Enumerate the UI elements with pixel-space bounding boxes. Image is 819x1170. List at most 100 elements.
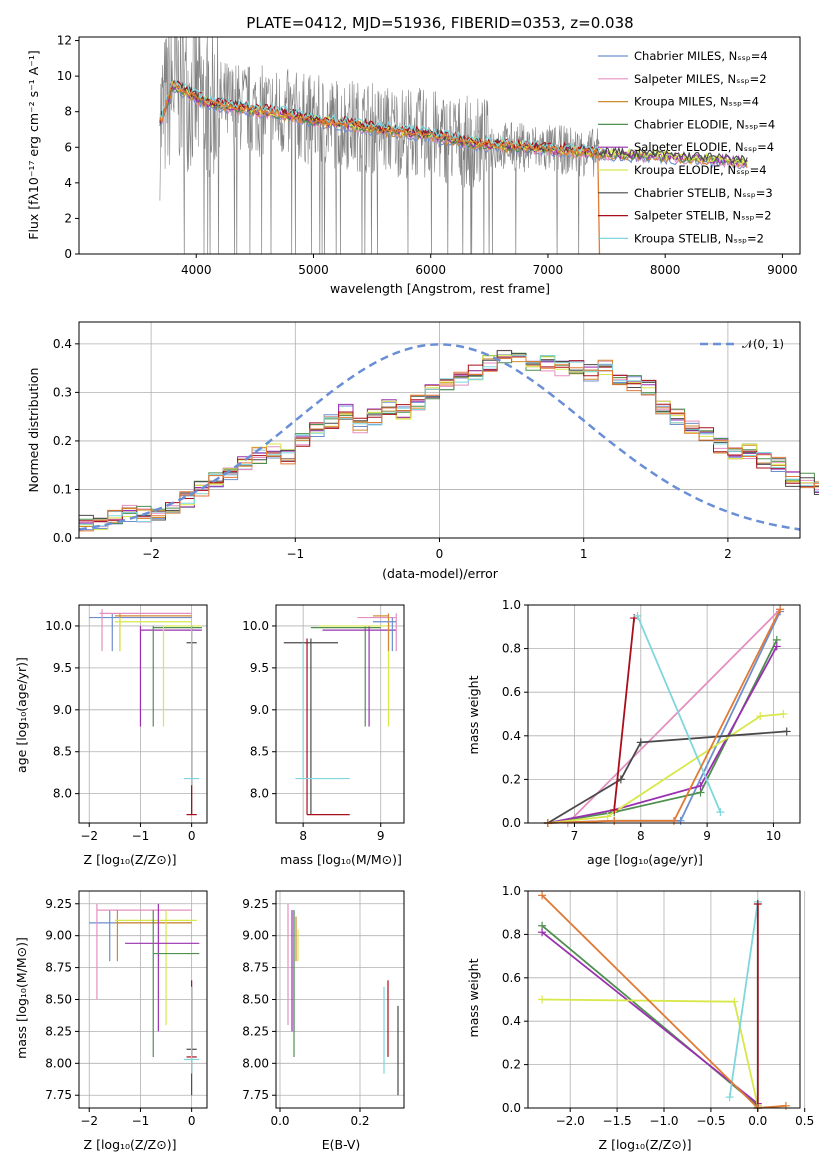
legend-label: Chabrier ELODIE, Nₛₛₚ=4 bbox=[634, 117, 775, 131]
massweight-vs-Z-ytick-label: 0.8 bbox=[502, 927, 521, 941]
massweight-vs-age-grid bbox=[528, 604, 800, 824]
residuals-xtick-label: 2 bbox=[724, 547, 732, 561]
mass-vs-EBV-ytick-label: 8.25 bbox=[242, 1024, 269, 1038]
spectrum-model-orange bbox=[159, 82, 601, 254]
massweight-vs-age-point-marker bbox=[716, 808, 725, 817]
mass-vs-EBV-grid bbox=[276, 891, 404, 1108]
massweight-vs-age-xtick-label: 10 bbox=[766, 829, 781, 843]
mass-vs-EBV-ytick-label: 8.00 bbox=[242, 1056, 269, 1070]
massweight-vs-Z-point-marker bbox=[538, 891, 547, 900]
age-vs-Z-xtick-label: 0 bbox=[188, 829, 196, 843]
residuals-ytick-label: 0.4 bbox=[53, 337, 72, 351]
age-vs-mass-ytick-label: 9.5 bbox=[250, 661, 269, 675]
massweight-vs-Z-xtick-label: −1.0 bbox=[649, 1114, 678, 1128]
legend-label: Salpeter MILES, Nₛₛₚ=2 bbox=[634, 72, 767, 86]
age-vs-Z-ytick-label: 9.5 bbox=[53, 661, 72, 675]
massweight-vs-age-frame bbox=[527, 604, 801, 824]
massweight-vs-age-series-line bbox=[547, 730, 787, 824]
age-vs-mass-panel: 8 9 8.0 8.5 9.0 9.5 10.0 bbox=[242, 604, 405, 843]
spectrum-ytick-label: 6 bbox=[64, 140, 72, 154]
spectrum-model-lines bbox=[159, 79, 748, 254]
massweight-vs-age-point-marker bbox=[633, 611, 642, 620]
spectrum-model-kroupa-miles bbox=[159, 81, 748, 168]
ebv-xlabel: E(B-V) bbox=[322, 1137, 361, 1152]
residuals-panel: −2 −1 0 1 2 0.0 0.1 0.2 0.3 0.4 (data-model)/erro… bbox=[26, 321, 819, 581]
massweight-vs-Z-point-marker bbox=[538, 995, 547, 1004]
massZ-xlabel: Z [log₁₀(Z/Z⊙)] bbox=[84, 1137, 177, 1152]
massweight-vs-age-point-marker bbox=[779, 710, 788, 718]
spectrum-ylabel: Flux [fλ10⁻¹⁷ erg cm⁻² s⁻¹ A⁻¹] bbox=[26, 50, 41, 239]
massweight-vs-age-xtick-label: 9 bbox=[703, 829, 711, 843]
residuals-ytick-label: 0.0 bbox=[53, 531, 72, 545]
massweight-vs-age-series-line bbox=[636, 615, 722, 813]
spectrum-axes-frame bbox=[78, 36, 801, 255]
age-vs-mass-ytick-label: 10.0 bbox=[242, 619, 269, 633]
massweight-vs-age-ytick-label: 1.0 bbox=[502, 598, 521, 612]
massweight-vs-age-ytick-label: 0.4 bbox=[502, 729, 521, 743]
massweight-vs-Z-xtick-label: 0.5 bbox=[795, 1114, 814, 1128]
massweight-vs-age-xtick-label: 7 bbox=[571, 829, 579, 843]
massweight-vs-age-point-marker bbox=[669, 816, 678, 825]
age-vs-mass-xtick-label: 8 bbox=[299, 829, 307, 843]
age-vs-Z-panel: −2 −1 0 8.0 8.5 9.0 9.5 10.0 bbox=[45, 604, 208, 843]
age-vs-mass-frame bbox=[275, 604, 405, 824]
mass-vs-Z-grid bbox=[79, 891, 207, 1108]
massweight-vs-Z-point-marker bbox=[781, 1101, 790, 1110]
massweight-vs-Z-xtick-label: −1.5 bbox=[603, 1114, 632, 1128]
age-vs-Z-xtick-label: −1 bbox=[132, 829, 150, 843]
age-vs-Z-xtick-label: −2 bbox=[80, 829, 98, 843]
massweight-vs-Z-ytick-label: 0.4 bbox=[502, 1014, 521, 1028]
massweight-vs-Z-point-marker bbox=[725, 1093, 734, 1102]
massweight-vs-Z-xtick-label: 0.0 bbox=[748, 1114, 767, 1128]
mass-vs-Z-ytick-label: 9.25 bbox=[45, 897, 72, 911]
spectrum-model-salpeter-stelib bbox=[159, 80, 600, 156]
massweight-vs-age-point-marker bbox=[610, 805, 619, 814]
massweight-vs-Z-ytick-label: 0.0 bbox=[502, 1101, 521, 1115]
residual-histograms bbox=[78, 349, 819, 538]
massweight-vs-age-series-line bbox=[613, 618, 635, 810]
residuals-xtick-label: 0 bbox=[436, 547, 444, 561]
mwage-ylabel: mass weight bbox=[466, 675, 481, 754]
residuals-ytick-label: 0.2 bbox=[53, 434, 72, 448]
residuals-xtick-label: −1 bbox=[286, 547, 304, 561]
spectrum-observed-flux bbox=[159, 37, 600, 254]
residuals-xtick-label: 1 bbox=[580, 547, 588, 561]
massweight-vs-Z-xtick-label: −0.5 bbox=[696, 1114, 725, 1128]
legend-label: Chabrier MILES, Nₛₛₚ=4 bbox=[634, 49, 768, 63]
residuals-xtick-label: −2 bbox=[142, 547, 160, 561]
age-vs-Z-ytick-label: 10.0 bbox=[45, 619, 72, 633]
massweight-vs-age-ytick-label: 0.8 bbox=[502, 642, 521, 656]
massweight-vs-Z-series-line bbox=[541, 931, 759, 1105]
mass-vs-Z-panel: −2 −1 0 7.75 8.00 8.25 8.50 8.75 9.00 9.25 bbox=[45, 890, 208, 1128]
massweight-vs-age-point-marker bbox=[776, 605, 785, 614]
massweight-vs-age-series-line bbox=[547, 713, 784, 824]
legend-normal-label: 𝒩(0, 1) bbox=[742, 337, 784, 351]
spectrum-xtick-label: 5000 bbox=[298, 263, 329, 277]
spectrum-ytick-label: 8 bbox=[64, 105, 72, 119]
mass-vs-Z-xtick-label: −2 bbox=[80, 1114, 98, 1128]
legend-label: Kroupa STELIB, Nₛₛₚ=2 bbox=[634, 231, 764, 245]
legend-label: Kroupa MILES, Nₛₛₚ=4 bbox=[634, 95, 759, 109]
legend-label: Salpeter STELIB, Nₛₛₚ=2 bbox=[634, 209, 772, 223]
spectrum-legend: Chabrier MILES, Nₛₛₚ=4 Salpeter MILES, Nₛ… bbox=[598, 49, 775, 245]
mass-vs-Z-ytick-label: 8.25 bbox=[45, 1024, 72, 1038]
massweight-vs-Z-ytick-label: 1.0 bbox=[502, 884, 521, 898]
agemass-xlabel: mass [log₁₀(M/M⊙)] bbox=[280, 852, 402, 867]
mass-vs-EBV-ytick-label: 8.50 bbox=[242, 993, 269, 1007]
spectrum-xtick-label: 6000 bbox=[415, 263, 446, 277]
spectrum-ytick-label: 0 bbox=[64, 247, 72, 261]
massweight-vs-age-panel: 7 8 9 10 0.0 0.2 0.4 0.6 0.8 1.0 bbox=[502, 598, 801, 843]
massweight-vs-Z-xtick-label: −2.0 bbox=[556, 1114, 585, 1128]
mass-vs-Z-xtick-label: 0 bbox=[188, 1114, 196, 1128]
legend-label: Salpeter ELODIE, Nₛₛₚ=4 bbox=[634, 140, 774, 154]
residuals-ytick-label: 0.3 bbox=[53, 385, 72, 399]
spectrum-xlabel: wavelength [Angstrom, rest frame] bbox=[330, 281, 550, 296]
massweight-vs-age-point-marker bbox=[603, 812, 612, 821]
massweight-vs-age-point-marker bbox=[636, 738, 645, 747]
residuals-ylabel: Normed distribution bbox=[26, 368, 41, 493]
massweight-vs-age-xtick-label: 8 bbox=[637, 829, 645, 843]
spectrum-xtick-label: 4000 bbox=[181, 263, 212, 277]
mass-vs-Z-ytick-label: 8.00 bbox=[45, 1056, 72, 1070]
massweight-vs-age-ytick-label: 0.0 bbox=[502, 816, 521, 830]
